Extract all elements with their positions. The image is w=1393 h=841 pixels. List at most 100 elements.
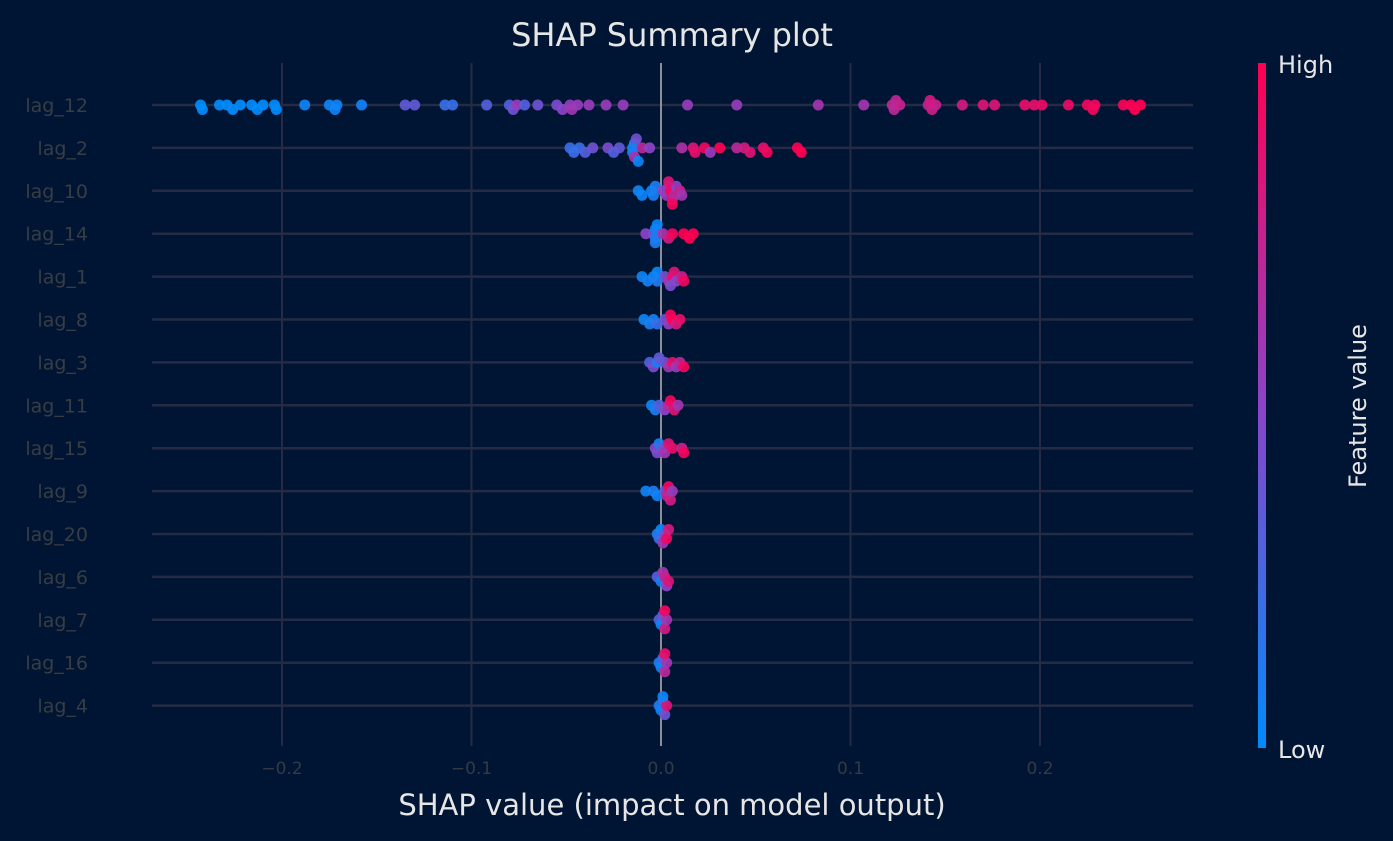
shap-point [666, 198, 678, 210]
shap-point [795, 146, 807, 158]
shap-point [674, 314, 686, 325]
x-tick-label: −0.2 [261, 759, 302, 779]
shap-point [1028, 99, 1040, 111]
shap-point [661, 533, 673, 544]
shap-point [664, 494, 676, 506]
feature-label: lag_3 [37, 352, 88, 374]
shap-point [439, 99, 451, 111]
shap-point [661, 614, 673, 626]
shap-point [257, 99, 269, 111]
shap-point [532, 99, 544, 111]
colorbar-title: Feature value [1344, 324, 1372, 488]
shap-point [858, 99, 870, 111]
shap-point [234, 99, 246, 111]
shap-point [661, 657, 673, 669]
shap-point [664, 280, 676, 292]
feature-label: lag_15 [25, 438, 88, 460]
shap-point [676, 142, 688, 154]
shap-point [676, 189, 688, 201]
x-tick-label: 0.0 [647, 759, 674, 779]
shap-point [399, 99, 411, 111]
shap-point [924, 95, 936, 106]
shap-point [481, 99, 493, 111]
shap-point [666, 228, 678, 240]
shap-point [659, 648, 671, 660]
shap-point [636, 142, 648, 154]
shap-point [519, 99, 531, 111]
shap-point [672, 399, 684, 411]
shap-point [447, 99, 459, 111]
shap-point [977, 99, 989, 111]
shap-point [657, 691, 669, 703]
x-tick-label: 0.2 [1026, 759, 1053, 779]
shap-point [744, 146, 756, 158]
shap-point [682, 99, 694, 111]
shap-point [299, 99, 311, 111]
shap-point [661, 700, 673, 712]
shap-point [894, 99, 906, 111]
feature-label: lag_11 [25, 395, 88, 417]
shap-point [636, 189, 648, 201]
shap-point [331, 99, 343, 111]
shap-point [1134, 99, 1146, 111]
shap-point [511, 99, 523, 111]
shap-point [617, 99, 629, 111]
shap-point [704, 146, 716, 158]
shap-point [659, 605, 671, 617]
colorbar-low-label: Low [1278, 736, 1325, 764]
shap-point [213, 99, 225, 111]
shap-point [356, 99, 368, 111]
shap-point [666, 442, 678, 454]
shap-point [572, 99, 584, 111]
feature-label: lag_1 [37, 267, 88, 289]
shap-point [678, 447, 690, 459]
shap-point [689, 146, 701, 158]
x-tick-label: 0.1 [837, 759, 864, 779]
feature-label: lag_8 [37, 310, 88, 332]
shap-point [714, 142, 726, 154]
shap-point [632, 155, 644, 167]
feature-label: lag_20 [25, 524, 88, 546]
shap-point [640, 485, 652, 497]
shap-point [663, 575, 675, 587]
feature-label: lag_9 [37, 481, 88, 503]
shap-point [812, 99, 824, 111]
shap-point [649, 237, 661, 249]
shap-point [1036, 99, 1048, 111]
shap-point [640, 228, 652, 240]
feature-label: lag_7 [37, 610, 88, 632]
shap-point [630, 133, 642, 145]
shap-point [651, 219, 663, 231]
feature-label: lag_6 [37, 567, 88, 589]
shap-point [600, 99, 612, 111]
feature-labels: lag_12 lag_2 lag_10 lag_14 lag_1 lag_8 lag_3la… [25, 95, 88, 718]
shap-point [731, 142, 743, 154]
feature-label: lag_2 [37, 138, 88, 160]
x-tick-label: −0.1 [451, 759, 492, 779]
shap-point [731, 99, 743, 111]
shap-point [1062, 99, 1074, 111]
x-tick-labels: −0.2 −0.1 0.0 0.1 0.2 [261, 759, 1053, 779]
shap-point [587, 142, 599, 154]
colorbar [1258, 63, 1266, 748]
shap-point [989, 99, 1001, 111]
shap-point [663, 176, 675, 188]
shap-point [687, 228, 699, 240]
shap-point [659, 623, 671, 635]
shap-point [196, 104, 208, 115]
feature-label: lag_12 [25, 95, 88, 117]
shap-point [644, 142, 656, 154]
shap-point [1089, 99, 1101, 111]
feature-label: lag_10 [25, 181, 88, 203]
shap-points [195, 95, 1146, 721]
x-axis-label: SHAP value (impact on model output) [398, 788, 945, 822]
shap-point [956, 99, 968, 111]
shap-point [659, 709, 671, 721]
colorbar-high-label: High [1278, 51, 1333, 79]
shap-point [659, 666, 671, 678]
chart-title: SHAP Summary plot [511, 16, 833, 54]
shap-point [613, 142, 625, 154]
shap-point [678, 361, 690, 373]
shap-point [678, 275, 690, 287]
shap-point [761, 146, 773, 158]
